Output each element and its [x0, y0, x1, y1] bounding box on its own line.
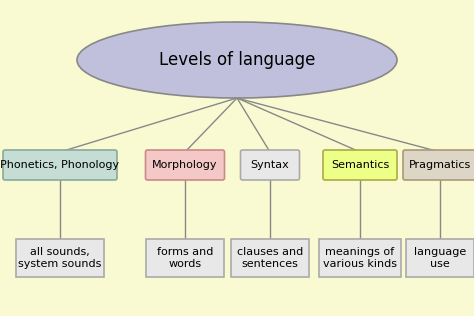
FancyBboxPatch shape: [403, 150, 474, 180]
FancyBboxPatch shape: [3, 150, 117, 180]
Text: Semantics: Semantics: [331, 160, 389, 170]
Text: forms and
words: forms and words: [157, 247, 213, 269]
FancyBboxPatch shape: [240, 150, 300, 180]
FancyBboxPatch shape: [319, 239, 401, 277]
Text: Phonetics, Phonology: Phonetics, Phonology: [0, 160, 119, 170]
Ellipse shape: [77, 22, 397, 98]
FancyBboxPatch shape: [406, 239, 474, 277]
Text: language
use: language use: [414, 247, 466, 269]
FancyBboxPatch shape: [16, 239, 104, 277]
Text: Levels of language: Levels of language: [159, 51, 315, 69]
FancyBboxPatch shape: [146, 239, 224, 277]
Text: Syntax: Syntax: [251, 160, 289, 170]
Text: meanings of
various kinds: meanings of various kinds: [323, 247, 397, 269]
FancyBboxPatch shape: [146, 150, 225, 180]
Text: Morphology: Morphology: [152, 160, 218, 170]
Text: all sounds,
system sounds: all sounds, system sounds: [18, 247, 102, 269]
Text: clauses and
sentences: clauses and sentences: [237, 247, 303, 269]
FancyBboxPatch shape: [323, 150, 397, 180]
FancyBboxPatch shape: [231, 239, 309, 277]
Text: Pragmatics: Pragmatics: [409, 160, 471, 170]
